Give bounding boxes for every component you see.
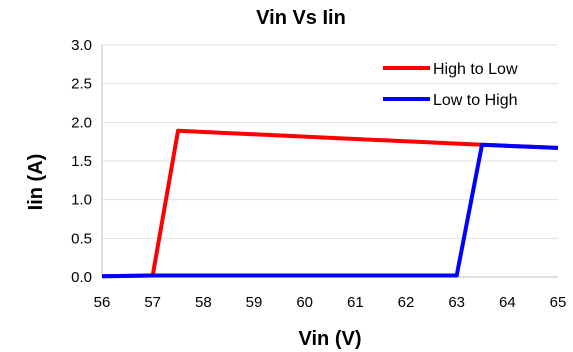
legend-label: Low to High [433,92,518,109]
legend: High to Low Low to High [383,61,518,109]
y-tick-labels: 0.0 0.5 1.0 1.5 2.0 2.5 3.0 [71,37,92,286]
series-group [101,128,559,279]
series-line-high-to-low [101,128,559,279]
legend-label: High to Low [433,61,518,78]
x-tick-labels: 56 57 58 59 60 61 62 63 64 65 [94,294,567,311]
x-axis-title: Vin (V) [299,328,362,350]
x-tick-label: 58 [195,294,212,311]
y-tick-label: 1.0 [71,192,92,209]
x-tick-label: 61 [347,294,364,311]
y-tick-label: 0.0 [71,269,92,286]
x-tick-label: 60 [296,294,313,311]
x-tick-label: 59 [246,294,263,311]
y-tick-label: 2.0 [71,114,92,131]
y-tick-label: 2.5 [71,76,92,93]
x-tick-label: 63 [448,294,465,311]
grid [102,44,558,239]
chart-title: Vin Vs Iin [256,7,346,29]
x-tick-label: 56 [94,294,111,311]
x-tick-label: 62 [398,294,415,311]
y-tick-label: 0.5 [71,230,92,247]
y-tick-label: 3.0 [71,37,92,54]
y-tick-label: 1.5 [71,153,92,170]
x-tick-label: 65 [550,294,567,311]
y-axis-title: Iin (A) [25,154,47,211]
x-tick-label: 57 [144,294,161,311]
series-line-low-to-high [101,142,559,279]
x-tick-label: 64 [499,294,516,311]
